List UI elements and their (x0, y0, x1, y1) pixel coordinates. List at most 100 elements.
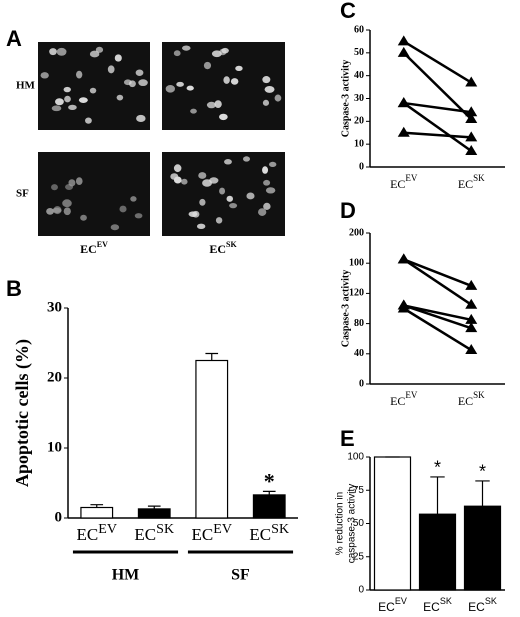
line (403, 40, 472, 84)
y-axis-label: Caspase-3 activity (340, 270, 351, 348)
line (403, 258, 472, 288)
nucleus (223, 76, 230, 84)
nucleus (230, 78, 239, 85)
label-sup: SK (271, 522, 289, 537)
nucleus (56, 47, 67, 56)
marker (465, 106, 478, 117)
marker (465, 313, 478, 324)
nucleus (68, 179, 76, 187)
y-tick-label: 200 (349, 227, 364, 238)
marker (397, 126, 410, 137)
label-base: EC (468, 600, 485, 614)
micrograph (38, 152, 150, 236)
y-tick-label: 40 (354, 70, 364, 81)
nucleus (235, 65, 243, 71)
marker (397, 253, 410, 264)
y-tick-label: 20 (47, 369, 62, 385)
nucleus (116, 94, 124, 101)
nucleus (243, 156, 250, 162)
significance-mark: * (434, 458, 441, 478)
x-tick-sublabel: SF (475, 616, 489, 617)
bar (252, 494, 286, 519)
label-sup: SK (485, 596, 497, 606)
label-base: EC (458, 177, 473, 191)
nucleus (85, 117, 92, 124)
y-tick-label: 75 (353, 485, 365, 496)
marker (465, 113, 478, 124)
nucleus (62, 199, 72, 208)
marker (397, 35, 410, 46)
nucleus (78, 97, 88, 104)
nuclei (40, 45, 282, 231)
marker (465, 145, 478, 156)
nucleus (114, 54, 122, 62)
y-tick-label: 30 (354, 93, 364, 104)
column-label: ECEV (80, 240, 108, 256)
line (403, 101, 472, 114)
nucleus (219, 187, 226, 195)
panel: 0 10 20 30 40 50 60 Caspase-3 activity (340, 24, 505, 172)
nucleus (181, 178, 188, 185)
row-label: HM (16, 80, 36, 92)
error-bar (430, 476, 445, 515)
x-tick-label: ECSK (458, 390, 485, 408)
y-tick-label: 10 (354, 138, 364, 149)
label-base: EC (458, 394, 473, 408)
label-base: EC (209, 242, 226, 256)
error-bar (90, 504, 104, 508)
nucleus (229, 202, 238, 209)
line (403, 131, 472, 139)
x-tick-label: ECSK (458, 173, 485, 191)
panel-letter: C (340, 0, 356, 23)
line (402, 51, 473, 120)
nucleus (80, 214, 87, 221)
label-base: EC (378, 600, 395, 614)
nucleus (258, 208, 267, 216)
nucleus (188, 211, 198, 217)
bar (463, 505, 502, 591)
nucleus (107, 65, 115, 74)
nucleus (55, 98, 64, 106)
nucleus (221, 47, 229, 54)
nucleus (263, 179, 271, 186)
label-base: EC (192, 525, 214, 544)
error-bar (205, 352, 219, 361)
y-tick-label: 40 (354, 348, 364, 359)
panel: 0 10 20 30 Apoptotic cells (%) * HM SF (12, 299, 298, 584)
line (403, 307, 472, 352)
y-tick-label: 10 (47, 439, 62, 455)
x-tick-label: ECSK (134, 522, 174, 544)
panel: 0 25 50 75 100 % reduction in caspase-3 activi… (335, 452, 505, 596)
y-axis-label: % reduction in (335, 492, 346, 555)
x-tick-label: ECEV (77, 522, 117, 544)
y-tick-label: 120 (349, 288, 364, 299)
nucleus (40, 72, 49, 79)
nucleus (64, 95, 71, 103)
group-label: SF (231, 567, 250, 584)
nucleus (209, 177, 219, 184)
nucleus (198, 172, 207, 179)
nucleus (196, 223, 206, 230)
marker (465, 344, 478, 355)
error-bar (262, 490, 276, 495)
nucleus (51, 184, 58, 191)
y-tick-label: 0 (55, 509, 63, 525)
label-sup: EV (405, 173, 417, 183)
nucleus (214, 100, 222, 109)
y-tick-label: 0 (359, 378, 364, 389)
nucleus (186, 85, 194, 91)
y-tick-label: 25 (353, 551, 365, 562)
nucleus (95, 46, 104, 53)
marker (465, 279, 478, 290)
nucleus (262, 166, 269, 174)
nucleus (170, 173, 179, 180)
nucleus (224, 159, 232, 165)
marker (465, 131, 478, 142)
x-tick-sublabel: HM (429, 616, 446, 617)
nucleus (199, 198, 206, 206)
label-sup: EV (97, 240, 108, 249)
y-tick-label: 0 (359, 161, 364, 172)
label-base: EC (423, 600, 440, 614)
nucleus (51, 105, 62, 112)
panel-letter: A (6, 26, 22, 51)
